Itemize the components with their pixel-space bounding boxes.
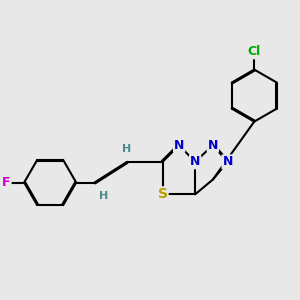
Text: S: S xyxy=(158,188,168,201)
Text: H: H xyxy=(122,144,132,154)
Text: N: N xyxy=(222,155,233,168)
Text: N: N xyxy=(208,139,218,152)
Text: H: H xyxy=(99,190,108,200)
Text: N: N xyxy=(190,155,200,168)
Text: F: F xyxy=(2,176,10,189)
Text: Cl: Cl xyxy=(248,45,261,58)
Text: N: N xyxy=(174,139,184,152)
